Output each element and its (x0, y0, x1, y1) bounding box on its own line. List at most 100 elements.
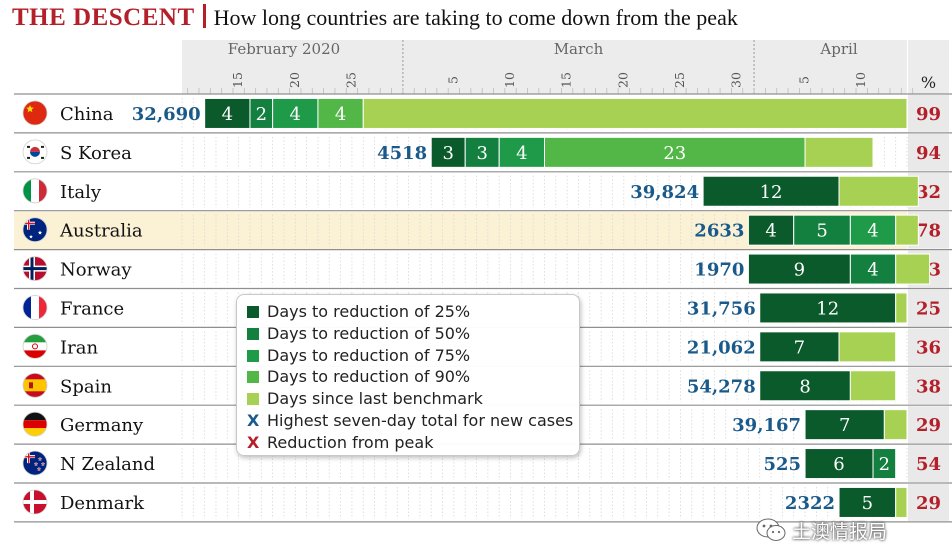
reduction-pct: 29 (916, 493, 941, 514)
peak-total: 39,167 (732, 415, 801, 436)
segment-label: 7 (794, 337, 805, 358)
segment-label: 4 (867, 221, 878, 242)
country-name: Australia (59, 221, 143, 242)
flag-star (40, 461, 46, 467)
peak-total: 21,062 (687, 337, 756, 358)
chart-title: THE DESCENT (12, 4, 195, 31)
flag-part (23, 178, 31, 203)
segment-label: 8 (799, 376, 810, 397)
bar-segment-d50 (872, 448, 897, 480)
spain-flag (23, 373, 47, 398)
segment-label: 5 (862, 493, 873, 514)
legend-label: Days to reduction of 90% (267, 367, 471, 387)
flag-part (30, 490, 34, 514)
bar-segment-d25 (759, 292, 897, 324)
peak-total: 54,278 (687, 376, 756, 397)
legend: Days to reduction of 25% Days to reductio… (236, 294, 580, 456)
tick-label: 15 (230, 72, 245, 88)
peak-total: 2322 (785, 493, 835, 514)
legend-item-d50: Days to reduction of 50% (247, 323, 579, 345)
peak-total: 39,824 (630, 182, 699, 203)
flag-part (23, 428, 47, 437)
flag-part (23, 267, 47, 271)
tick-label: 5 (797, 76, 812, 84)
segment-label: 7 (839, 415, 850, 436)
bar-segment-since (895, 253, 931, 285)
table-row: 78 Australia 4 5 4 2633 (14, 210, 952, 250)
pct-cell (908, 289, 949, 327)
watermark-text: 土澳情报局 (792, 520, 888, 543)
flag-part (31, 295, 39, 320)
pct-cell (908, 406, 949, 444)
flag-outline (22, 100, 48, 126)
bar-segment-since (895, 292, 908, 324)
flag-star (26, 105, 34, 113)
reduction-pct: 29 (916, 415, 941, 436)
legend-label: Reduction from peak (267, 432, 434, 452)
flag-part (23, 101, 47, 125)
country-name: S Korea (60, 143, 132, 164)
pct-header-band (908, 40, 949, 94)
peak-total: 1970 (694, 260, 744, 281)
legend-swatch (247, 371, 259, 384)
bar-segment-since (804, 136, 874, 168)
reduction-pct: 36 (916, 337, 941, 358)
wechat-icon (756, 518, 786, 541)
segment-label: 5 (816, 221, 827, 242)
table-row: 94 S Korea 3 3 4 23 4518 (14, 132, 952, 171)
flag-outline (22, 256, 48, 282)
table-row: 54 N Zealand 6 2 525 (14, 443, 952, 482)
norway-flag (23, 256, 47, 281)
country-name: Norway (60, 260, 132, 281)
table-row: 25 France 12 31,756 (14, 287, 952, 327)
bar-segment-d90 (317, 97, 364, 129)
segment-label: 3 (442, 143, 453, 164)
flag-star (29, 234, 33, 239)
country-name: Iran (60, 337, 98, 358)
china-flag (23, 101, 47, 125)
segment-label: 12 (816, 299, 839, 320)
skorea-flag (23, 139, 47, 164)
country-name: France (60, 299, 124, 320)
bar-segment-d25 (747, 214, 795, 246)
flag-part (27, 145, 30, 148)
peak-total: 31,756 (687, 299, 756, 320)
iran-flag (23, 334, 47, 359)
legend-label: Days to reduction of 75% (267, 345, 471, 365)
legend-item-since: Days since last benchmark (247, 388, 579, 410)
segment-label: 4 (867, 260, 878, 281)
month-label: February 2020 (228, 40, 340, 58)
chart-subtitle: How long countries are taking to come do… (213, 5, 738, 30)
flag-star (33, 461, 39, 467)
legend-swatch (247, 306, 259, 318)
bar-segment-since (838, 175, 919, 207)
reduction-pct: 54 (916, 454, 941, 475)
bar-segment-d25 (747, 253, 851, 285)
pct-cell (908, 133, 949, 171)
month-label: March (554, 40, 604, 58)
bar-segment-d50 (849, 253, 897, 285)
legend-swatch (247, 327, 259, 340)
segment-label: 2 (879, 454, 890, 475)
flag-star (36, 466, 42, 472)
flag-part (23, 350, 47, 359)
reduction-pct: 99 (916, 104, 941, 125)
x-axis: % February 2020 March April 15 20 25 5 10 15 20 25 3… (182, 40, 949, 94)
pct-cell (908, 445, 949, 482)
flag-part (23, 342, 47, 351)
flag-part (41, 145, 44, 148)
flag-part (32, 343, 38, 350)
flag-part (39, 295, 47, 320)
denmark-flag (23, 490, 47, 514)
peak-total: 4518 (377, 143, 427, 164)
legend-x-mark: X (247, 410, 260, 430)
peak-total: 525 (763, 454, 801, 475)
flag-part (23, 500, 47, 504)
bar-segment-since (838, 331, 897, 363)
pct-cell (908, 367, 949, 405)
flag-part (28, 217, 30, 230)
segment-label: 4 (335, 104, 346, 125)
legend-label: Days to reduction of 25% (267, 302, 471, 321)
